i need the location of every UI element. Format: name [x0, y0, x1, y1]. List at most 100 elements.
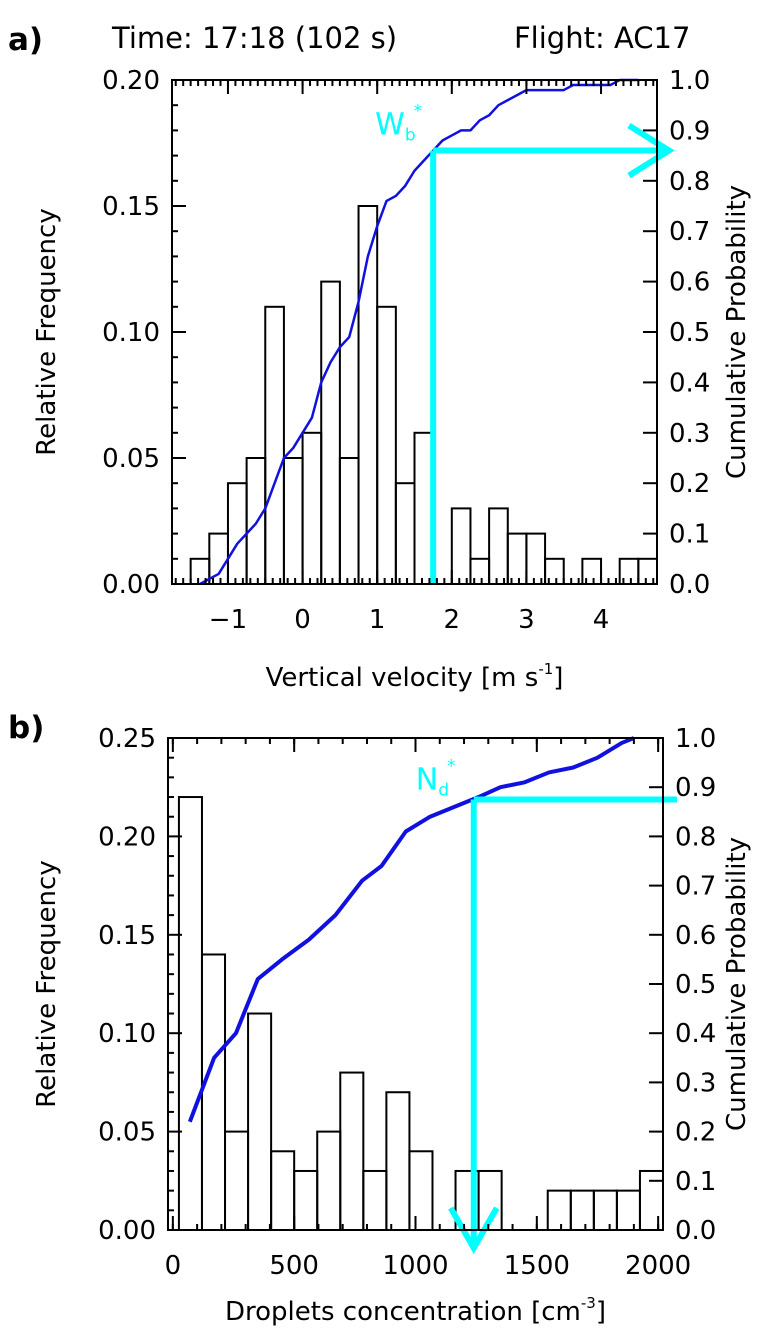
panel-b-axis-labels: 0 500 1000 1500 2000 0.00 0.05 0.10 0.15 0.20 0.25…	[32, 724, 752, 1327]
panel-b-histogram	[177, 796, 665, 1232]
nd-star-label: Nd*	[416, 757, 456, 801]
velocity-histogram-bar	[450, 507, 472, 585]
droplet-x-tick-label: 1000	[382, 1251, 448, 1281]
droplet-y-tick-label: 0.25	[98, 724, 156, 754]
velocity-y2-tick-label: 0.7	[669, 217, 710, 247]
velocity-x-axis-exponent: -1	[538, 660, 553, 678]
velocity-x-axis-suffix: ]	[553, 663, 563, 693]
velocity-x-tick-label: 3	[518, 605, 535, 635]
droplet-histogram-bar	[316, 1130, 342, 1231]
droplet-y2-tick-label: 0.8	[675, 822, 716, 852]
velocity-histogram-bar	[226, 482, 248, 586]
droplet-x-tick-label: 0	[165, 1251, 182, 1281]
nd-star-superscript: *	[447, 757, 456, 777]
droplet-x-axis-title: Droplets concentration [cm-3]	[225, 1294, 606, 1327]
velocity-y2-tick-label: 1.0	[669, 66, 710, 96]
velocity-histogram-bar	[357, 205, 379, 585]
velocity-y-tick-label: 0.10	[102, 318, 160, 348]
velocity-y2-axis-title: Cumulative Probability	[722, 185, 752, 479]
panel-a-axis-labels: −1 0 1 2 3 4 0.00 0.05 0.10 0.15 0.20 0.0 0.1 0.2 0.3 0…	[32, 66, 752, 693]
nd-star-subscript: d	[438, 781, 449, 801]
velocity-histogram-bar	[245, 457, 267, 585]
droplet-histogram-bar	[569, 1189, 595, 1232]
droplet-histogram-bar	[200, 953, 227, 1231]
header-flight: Flight: AC17	[514, 21, 690, 55]
velocity-x-tick-label: 2	[444, 605, 461, 635]
velocity-y-tick-label: 0.15	[102, 192, 160, 222]
droplet-y2-tick-label: 0.0	[675, 1216, 716, 1246]
panel-b-cumulative-curve	[187, 736, 635, 1123]
velocity-x-tick-label: 0	[294, 605, 311, 635]
velocity-y2-tick-label: 0.9	[669, 116, 710, 146]
panel-a-vertical-velocity: a) Wb* −1 0 1 2 3 40.000.050.100.150.200.00.1…	[8, 22, 752, 693]
velocity-histogram-bar	[301, 431, 323, 585]
velocity-y-tick-label: 0.05	[102, 444, 160, 474]
droplet-x-axis-suffix: ]	[596, 1297, 606, 1327]
panel-b-droplet-concentration: b) Nd* 0 500 1000 1500 20000.000.050.100.150…	[8, 710, 752, 1327]
droplet-y2-tick-label: 0.9	[675, 773, 716, 803]
droplet-histogram-bar	[224, 1130, 250, 1231]
droplet-y-tick-label: 0.10	[98, 1019, 156, 1049]
droplet-y-tick-label: 0.20	[98, 822, 156, 852]
droplet-y2-tick-label: 0.7	[675, 872, 716, 902]
wb-star-superscript: *	[414, 102, 423, 122]
droplet-histogram-bar	[592, 1189, 618, 1232]
droplet-y-axis-title: Relative Frequency	[32, 860, 62, 1107]
velocity-histogram-bar	[488, 507, 509, 585]
droplet-histogram-bar	[408, 1150, 434, 1232]
velocity-y-tick-label: 0.20	[102, 66, 160, 96]
velocity-y-tick-label: 0.00	[102, 570, 160, 600]
velocity-histogram-bar	[506, 532, 528, 585]
velocity-y2-tick-label: 0.5	[669, 318, 710, 348]
droplet-histogram-bar	[339, 1071, 365, 1232]
velocity-y2-tick-label: 0.1	[669, 520, 710, 550]
panel-a-histogram	[189, 205, 658, 586]
droplet-x-axis-exponent: -3	[581, 1294, 596, 1312]
droplet-y-tick-label: 0.05	[98, 1118, 156, 1148]
droplet-histogram-bar	[247, 1012, 273, 1232]
droplet-x-tick-label: 1500	[504, 1251, 570, 1281]
velocity-y2-tick-label: 0.3	[669, 419, 710, 449]
droplet-y2-axis-title: Cumulative Probability	[722, 837, 752, 1131]
panel-a-label: a)	[8, 22, 43, 58]
droplet-cumulative-line	[187, 736, 635, 1123]
panel-a-wb-marker: Wb*	[375, 102, 675, 584]
droplet-histogram-bar	[177, 796, 203, 1231]
velocity-histogram-bar	[264, 305, 285, 585]
droplet-y2-tick-label: 0.2	[675, 1118, 716, 1148]
droplet-y-tick-label: 0.15	[98, 921, 156, 951]
droplet-histogram-bar	[385, 1091, 411, 1231]
velocity-y2-tick-label: 0.0	[669, 570, 710, 600]
velocity-y2-tick-label: 0.4	[669, 368, 710, 398]
velocity-y2-tick-label: 0.2	[669, 469, 710, 499]
droplet-histogram-bar	[270, 1150, 296, 1232]
velocity-y2-tick-label: 0.6	[669, 268, 710, 298]
panel-b-axes	[167, 737, 664, 1231]
droplet-x-tick-label: 500	[269, 1251, 319, 1281]
header-time: Time: 17:18 (102 s)	[111, 21, 397, 55]
panel-b-label: b)	[8, 710, 44, 746]
droplet-y2-tick-label: 0.3	[675, 1068, 716, 1098]
velocity-histogram-bar	[320, 280, 341, 585]
velocity-y-axis-title: Relative Frequency	[32, 208, 62, 455]
droplet-histogram-bar	[615, 1189, 641, 1232]
velocity-x-axis-title: Vertical velocity [m s-1]	[266, 660, 564, 693]
droplet-y2-tick-label: 1.0	[675, 724, 716, 754]
velocity-histogram-bar	[525, 532, 547, 585]
droplet-histogram-bar	[362, 1169, 388, 1231]
velocity-x-tick-label: 4	[593, 605, 610, 635]
velocity-marker-arrowhead	[627, 123, 675, 179]
panel-a-cumulative-curve	[199, 78, 639, 586]
droplet-marker-arrowhead	[448, 1206, 500, 1255]
velocity-histogram-bar	[338, 457, 360, 585]
velocity-histogram-bar	[376, 305, 397, 585]
wb-star-subscript: b	[405, 126, 416, 146]
droplet-y2-tick-label: 0.1	[675, 1167, 716, 1197]
droplet-y2-tick-label: 0.4	[675, 1019, 716, 1049]
wb-star-label: Wb*	[375, 102, 422, 146]
droplet-y2-tick-label: 0.5	[675, 970, 716, 1000]
droplet-x-tick-label: 2000	[625, 1251, 691, 1281]
velocity-x-tick-label: −1	[209, 605, 247, 635]
droplet-histogram-bar	[546, 1189, 572, 1232]
